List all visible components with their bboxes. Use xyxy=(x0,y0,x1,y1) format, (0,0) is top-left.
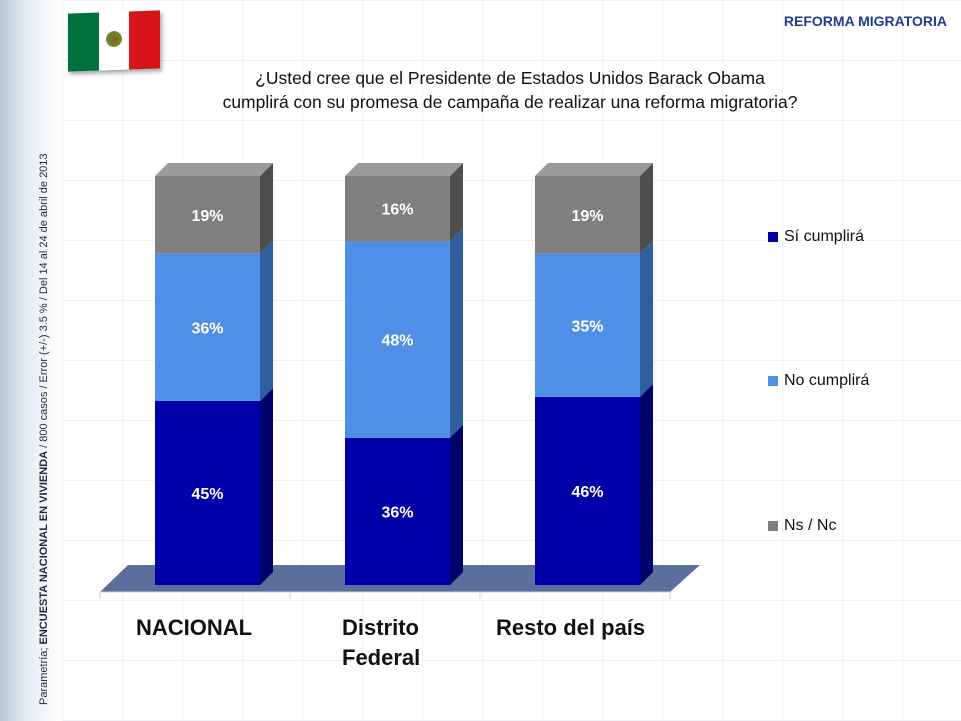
legend-swatch-si xyxy=(768,232,778,242)
data-label: 19% xyxy=(571,208,603,225)
bar-side xyxy=(450,163,463,242)
question-line-1: ¿Usted cree que el Presidente de Estados… xyxy=(255,68,765,88)
bar-top xyxy=(345,163,463,176)
legend-swatch-no xyxy=(768,376,778,386)
bar-side xyxy=(260,387,273,585)
bar-segment xyxy=(155,176,260,254)
category-label-resto: Resto del país xyxy=(496,613,645,643)
bar-side xyxy=(260,240,273,401)
bar-top xyxy=(535,163,653,176)
bar-side xyxy=(640,240,653,397)
bar-segment xyxy=(535,396,640,585)
survey-question: ¿Usted cree que el Presidente de Estados… xyxy=(150,66,870,114)
bar-segment xyxy=(345,437,450,585)
data-label: 16% xyxy=(381,202,413,219)
category-label-line: Resto del país xyxy=(496,615,646,640)
legend-label-si: Sí cumplirá xyxy=(784,228,865,245)
bar-segment xyxy=(155,400,260,585)
legend-label-no: No cumplirá xyxy=(784,372,870,389)
bar-side xyxy=(640,383,653,585)
bar-side xyxy=(450,228,463,438)
legend-item-si: Sí cumplirá xyxy=(768,228,864,246)
data-label: 48% xyxy=(381,333,413,350)
bar-segment xyxy=(535,253,640,397)
category-label-distrito-federal: Distrito Federal xyxy=(342,613,420,673)
section-tag: REFORMA MIGRATORIA xyxy=(783,13,947,29)
bar-side xyxy=(260,163,273,254)
category-label-nacional: NACIONAL xyxy=(136,613,252,643)
bar-side xyxy=(640,163,653,254)
legend-item-ns: Ns / Nc xyxy=(768,517,836,535)
data-label: 36% xyxy=(191,320,223,337)
data-label: 46% xyxy=(571,484,603,501)
bar-segment xyxy=(535,176,640,254)
data-label: 45% xyxy=(191,486,223,503)
data-label: 36% xyxy=(381,504,413,521)
question-line-2: cumplirá con su promesa de campaña de re… xyxy=(222,92,798,112)
bar-top xyxy=(155,163,273,176)
bar-segment xyxy=(345,176,450,242)
bar-segment xyxy=(345,241,450,438)
left-decor-strip xyxy=(0,0,62,721)
data-label: 19% xyxy=(191,208,223,225)
bar-side xyxy=(450,424,463,585)
category-label-line: Federal xyxy=(342,645,421,670)
legend-item-no: No cumplirá xyxy=(768,372,869,390)
bar-segment xyxy=(155,253,260,401)
data-label: 35% xyxy=(571,318,603,335)
legend-label-ns: Ns / Nc xyxy=(784,517,837,534)
legend-swatch-ns xyxy=(768,521,778,531)
category-label-line: Distrito xyxy=(342,615,419,640)
category-label-line: NACIONAL xyxy=(136,615,253,640)
